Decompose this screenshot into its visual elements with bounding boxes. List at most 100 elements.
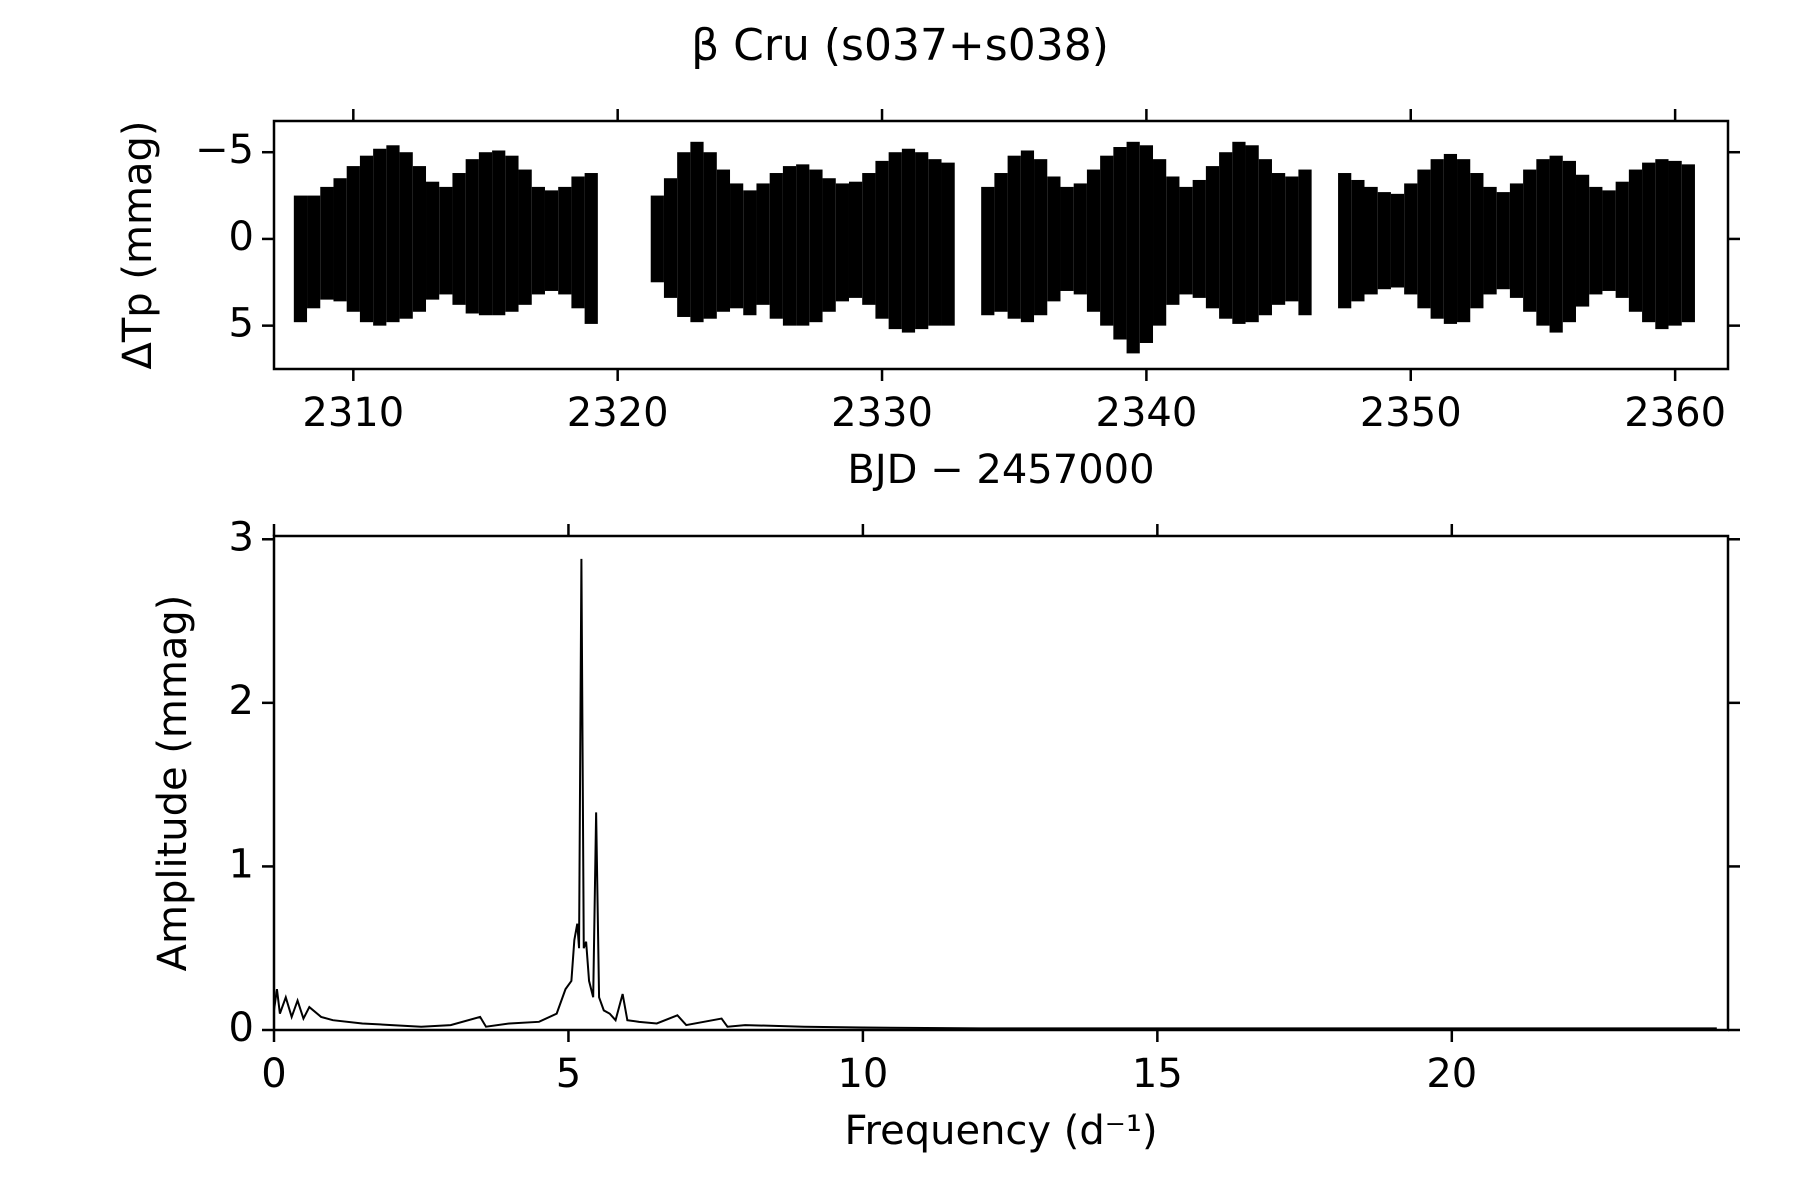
point-cloud <box>293 195 308 323</box>
point-cloud <box>1232 141 1246 324</box>
point-cloud <box>452 173 466 305</box>
point-cloud <box>1298 169 1312 316</box>
point-cloud <box>1153 159 1167 326</box>
point-cloud <box>584 173 598 324</box>
point-cloud <box>1192 179 1206 298</box>
point-cloud <box>1642 162 1656 323</box>
y-tick-label: 5 <box>229 301 254 347</box>
point-cloud <box>862 173 876 305</box>
point-cloud <box>1205 166 1220 309</box>
point-cloud <box>544 190 559 291</box>
y-tick-label: 1 <box>229 841 254 887</box>
point-cloud <box>1338 173 1352 309</box>
point-cloud <box>1681 164 1695 323</box>
point-cloud <box>1668 160 1682 326</box>
point-cloud <box>1536 159 1550 326</box>
point-cloud <box>1258 159 1272 316</box>
point-cloud <box>386 145 400 323</box>
point-cloud <box>1271 173 1286 305</box>
point-cloud <box>1523 169 1537 312</box>
y-tick-label: 0 <box>229 1005 254 1051</box>
point-cloud <box>558 186 572 295</box>
point-cloud <box>1457 159 1471 323</box>
point-cloud <box>333 178 347 302</box>
x-axis-label: Frequency (d⁻¹) <box>844 1108 1157 1154</box>
point-cloud <box>941 162 955 326</box>
point-cloud <box>373 148 387 326</box>
point-cloud <box>320 186 334 300</box>
y-axis-label: ΔTp (mmag) <box>115 121 161 370</box>
point-cloud <box>1602 190 1616 291</box>
point-cloud <box>439 186 453 295</box>
point-cloud <box>730 183 744 309</box>
point-cloud <box>1390 193 1405 288</box>
point-cloud <box>1575 174 1590 307</box>
x-tick-label: 2350 <box>1360 390 1462 436</box>
point-cloud <box>518 169 532 305</box>
x-tick-label: 15 <box>1132 1051 1183 1097</box>
point-cloud <box>835 183 849 302</box>
x-tick-label: 2320 <box>567 390 669 436</box>
point-cloud <box>505 155 519 312</box>
point-cloud <box>716 169 731 312</box>
point-cloud <box>1417 169 1431 309</box>
point-cloud <box>359 155 374 323</box>
point-cloud <box>531 186 545 295</box>
point-cloud <box>981 186 995 316</box>
point-cloud <box>1377 192 1391 290</box>
axes-frame <box>272 534 1730 1032</box>
x-tick-label: 2330 <box>831 390 933 436</box>
point-cloud <box>690 141 704 323</box>
point-cloud <box>822 178 836 312</box>
point-cloud <box>1496 192 1510 290</box>
y-tick-label: 0 <box>229 214 254 260</box>
point-cloud <box>928 159 942 326</box>
point-cloud <box>1113 147 1127 340</box>
point-cloud <box>346 166 360 312</box>
point-cloud <box>1179 186 1193 295</box>
point-cloud <box>1073 183 1087 295</box>
point-cloud <box>1060 186 1074 291</box>
point-cloud <box>663 178 678 298</box>
axes-frame <box>272 119 1730 371</box>
point-cloud <box>1126 141 1140 354</box>
point-cloud <box>901 148 916 333</box>
point-cloud <box>465 159 479 314</box>
x-axis-label: BJD − 2457000 <box>847 447 1154 493</box>
point-cloud <box>1139 145 1154 343</box>
point-cloud <box>1509 183 1524 298</box>
point-cloud <box>1483 186 1497 295</box>
point-cloud <box>677 152 691 317</box>
point-cloud <box>809 169 823 323</box>
point-cloud <box>412 166 427 312</box>
point-cloud <box>756 183 770 305</box>
x-tick-label: 2310 <box>302 390 404 436</box>
point-cloud <box>915 152 929 330</box>
point-cloud <box>1166 176 1180 305</box>
point-cloud <box>492 150 506 316</box>
point-cloud <box>1351 179 1365 302</box>
point-cloud <box>1628 169 1643 312</box>
y-axis-label: Amplitude (mmag) <box>150 595 196 972</box>
point-cloud <box>1562 160 1576 323</box>
x-tick-label: 5 <box>556 1051 581 1097</box>
x-tick-label: 0 <box>261 1051 286 1097</box>
point-cloud <box>703 152 717 319</box>
point-cloud <box>875 160 889 319</box>
point-cloud <box>1364 186 1378 295</box>
point-cloud <box>743 190 757 316</box>
point-cloud <box>1100 155 1114 326</box>
point-cloud <box>1589 186 1603 295</box>
point-cloud <box>782 166 797 326</box>
x-tick-label: 10 <box>837 1051 888 1097</box>
point-cloud <box>848 181 863 298</box>
chart-title: β Cru (s037+s038) <box>691 20 1109 71</box>
point-cloud <box>1404 183 1418 295</box>
x-tick-label: 2360 <box>1624 390 1726 436</box>
point-cloud <box>1655 159 1669 330</box>
point-cloud <box>1007 155 1021 319</box>
point-cloud <box>478 152 493 316</box>
point-cloud <box>1034 159 1048 316</box>
